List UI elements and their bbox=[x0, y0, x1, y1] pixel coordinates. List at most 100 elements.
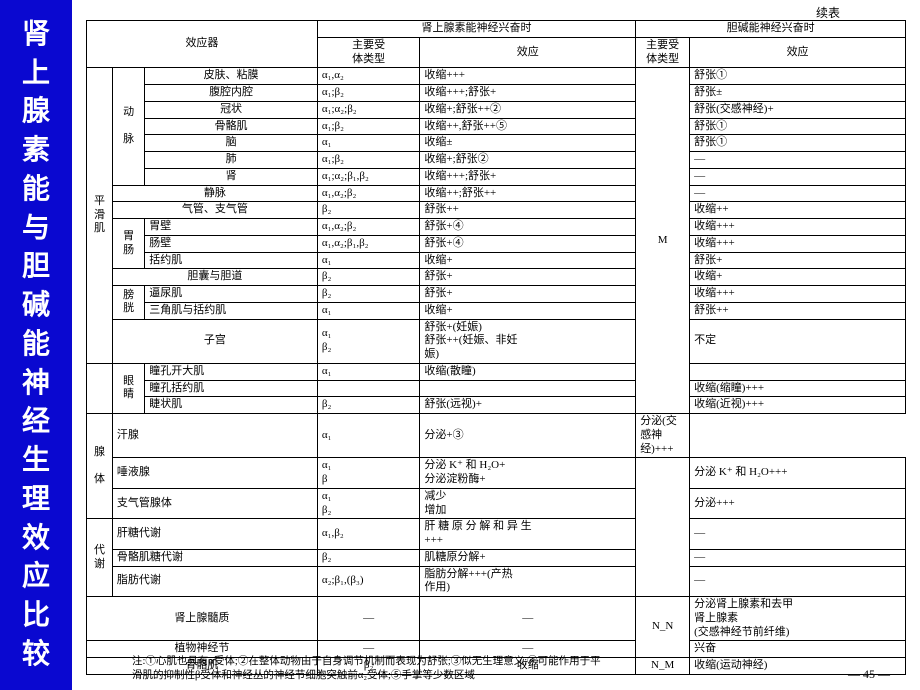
r-int-e: 舒张+④ bbox=[420, 235, 636, 252]
r-visc-r: α₁;β₂ bbox=[317, 85, 420, 102]
r-med-e: — bbox=[420, 597, 636, 641]
r-kidney-e: 收缩+++;舒张+ bbox=[420, 168, 636, 185]
r-gall-c: 收缩+ bbox=[690, 269, 906, 286]
r-skel-e: 收缩++,舒张++⑤ bbox=[420, 118, 636, 135]
sub-bladder: 膀 胱 bbox=[112, 286, 144, 320]
r-pup-c: 收缩(缩瞳)+++ bbox=[690, 380, 906, 397]
r-mgl-c: — bbox=[690, 549, 906, 566]
r-cil-r: β₂ bbox=[317, 397, 420, 414]
sidebar-char: 胆 bbox=[22, 253, 50, 281]
hdr-cholinergic: 胆碱能神经兴奋时 bbox=[636, 21, 906, 38]
r-tri-e: 收缩+ bbox=[420, 302, 636, 319]
r-lung-r: α₁;β₂ bbox=[317, 152, 420, 169]
row-skin-r: α₁,α₂ bbox=[317, 68, 420, 85]
r-dil-c bbox=[690, 363, 906, 380]
r-int-c: 收缩+++ bbox=[690, 235, 906, 252]
r-gall-n: 胆囊与胆道 bbox=[112, 269, 317, 286]
r-liv-c: — bbox=[690, 519, 906, 550]
r-sph-c: 舒张+ bbox=[690, 252, 906, 269]
sidebar-title: 肾上腺素能与胆碱能神经生理效应比较 bbox=[0, 0, 72, 690]
sidebar-char: 较 bbox=[22, 641, 50, 669]
r-bronch-n: 气管、支气管 bbox=[112, 202, 317, 219]
r-vein-n: 静脉 bbox=[112, 185, 317, 202]
r-fat-r: α₂;β₁,(β₃) bbox=[317, 566, 420, 597]
row-skin-c: 舒张① bbox=[690, 68, 906, 85]
r-swt-c: 分泌(交感神经)+++ bbox=[636, 414, 690, 458]
r-dil-r: α₁ bbox=[317, 363, 420, 380]
r-lung-n: 肺 bbox=[145, 152, 318, 169]
r-sph-e: 收缩+ bbox=[420, 252, 636, 269]
sidebar-char: 素 bbox=[22, 137, 50, 165]
r-bgl-n: 支气管腺体 bbox=[112, 488, 317, 519]
r-det-r: β₂ bbox=[317, 286, 420, 303]
r-fat-e: 脂肪分解+++(产热 作用) bbox=[420, 566, 636, 597]
r-stom-c: 收缩+++ bbox=[690, 219, 906, 236]
r-bronch-r: β₂ bbox=[317, 202, 420, 219]
r-coron-c: 舒张(交感神经)+ bbox=[690, 101, 906, 118]
r-swt-e: 分泌+③ bbox=[420, 414, 636, 458]
r-bronch-c: 收缩++ bbox=[690, 202, 906, 219]
sub-gi: 胃 肠 bbox=[112, 219, 144, 269]
hdr-ach-effect: 效应 bbox=[690, 37, 906, 68]
r-tri-n: 三角肌与括约肌 bbox=[145, 302, 318, 319]
r-mgl-r: β₂ bbox=[317, 549, 420, 566]
r-visc-c: 舒张± bbox=[690, 85, 906, 102]
r-ute-c: 不定 bbox=[690, 319, 906, 363]
r-brain-n: 脑 bbox=[145, 135, 318, 152]
r-vein-c: — bbox=[690, 185, 906, 202]
r-skel-n: 骨骼肌 bbox=[145, 118, 318, 135]
sidebar-char: 腺 bbox=[22, 98, 50, 126]
sidebar-char: 与 bbox=[22, 215, 50, 243]
r-ute-e: 舒张+(妊娠) 舒张++(妊娠、非妊 娠) bbox=[420, 319, 636, 363]
sidebar-char: 经 bbox=[22, 408, 50, 436]
r-skel-r: α₁;β₂ bbox=[317, 118, 420, 135]
r-kidney-c: — bbox=[690, 168, 906, 185]
ach-M: M bbox=[636, 68, 690, 414]
r-swt-r: α₁ bbox=[317, 414, 420, 458]
r-brain-r: α₁ bbox=[317, 135, 420, 152]
sidebar-char: 碱 bbox=[22, 292, 50, 320]
r-brain-e: 收缩± bbox=[420, 135, 636, 152]
r-det-e: 舒张+ bbox=[420, 286, 636, 303]
r-dil-n: 瞳孔开大肌 bbox=[145, 363, 318, 380]
r-visc-n: 腹腔内腔 bbox=[145, 85, 318, 102]
r-lung-e: 收缩+;舒张② bbox=[420, 152, 636, 169]
sidebar-char: 比 bbox=[22, 602, 50, 630]
r-stom-n: 胃壁 bbox=[145, 219, 318, 236]
r-kidney-r: α₁;α₂;β₁,β₂ bbox=[317, 168, 420, 185]
r-kidney-n: 肾 bbox=[145, 168, 318, 185]
footnote: 注:①心肌也具有α受体;②在整体动物由于自身调节机制而表现为舒张;③似无生理意义… bbox=[132, 655, 880, 684]
r-coron-n: 冠状 bbox=[145, 101, 318, 118]
r-int-n: 肠壁 bbox=[145, 235, 318, 252]
r-ute-n: 子宫 bbox=[112, 319, 317, 363]
r-mgl-n: 骨骼肌糖代谢 bbox=[112, 549, 317, 566]
r-med-r: — bbox=[317, 597, 420, 641]
hdr-adr-receptor: 主要受 体类型 bbox=[317, 37, 420, 68]
sidebar-char: 上 bbox=[22, 60, 50, 88]
r-visc-e: 收缩+++;舒张+ bbox=[420, 85, 636, 102]
sub-artery: 动 脉 bbox=[112, 68, 144, 185]
sidebar-char: 能 bbox=[22, 331, 50, 359]
r-pup-e bbox=[420, 380, 636, 397]
hdr-ach-receptor: 主要受 体类型 bbox=[636, 37, 690, 68]
r-cil-n: 睫状肌 bbox=[145, 397, 318, 414]
sidebar-char: 理 bbox=[22, 486, 50, 514]
r-vein-e: 收缩++;舒张++ bbox=[420, 185, 636, 202]
ach-NN: N_N bbox=[636, 597, 690, 658]
r-fat-n: 脂肪代谢 bbox=[112, 566, 317, 597]
sidebar-char: 效 bbox=[22, 525, 50, 553]
r-med-c: 分泌肾上腺素和去甲 肾上腺素 (交感神经节前纤维) bbox=[690, 597, 906, 641]
r-vein-r: α₁,α₂;β₂ bbox=[317, 185, 420, 202]
sidebar-char: 肾 bbox=[22, 21, 50, 49]
r-coron-r: α₁;α₂;β₂ bbox=[317, 101, 420, 118]
r-det-c: 收缩+++ bbox=[690, 286, 906, 303]
r-ute-r: α₁ β₂ bbox=[317, 319, 420, 363]
r-stom-r: α₁,α₂;β₂ bbox=[317, 219, 420, 236]
r-coron-e: 收缩+;舒张++② bbox=[420, 101, 636, 118]
r-gall-e: 舒张+ bbox=[420, 269, 636, 286]
r-bgl-c: 分泌+++ bbox=[690, 488, 906, 519]
r-mgl-e: 肌糖原分解+ bbox=[420, 549, 636, 566]
r-med-n: 肾上腺髓质 bbox=[87, 597, 318, 641]
r-brain-c: 舒张① bbox=[690, 135, 906, 152]
group-metab: 代 谢 bbox=[87, 519, 113, 597]
